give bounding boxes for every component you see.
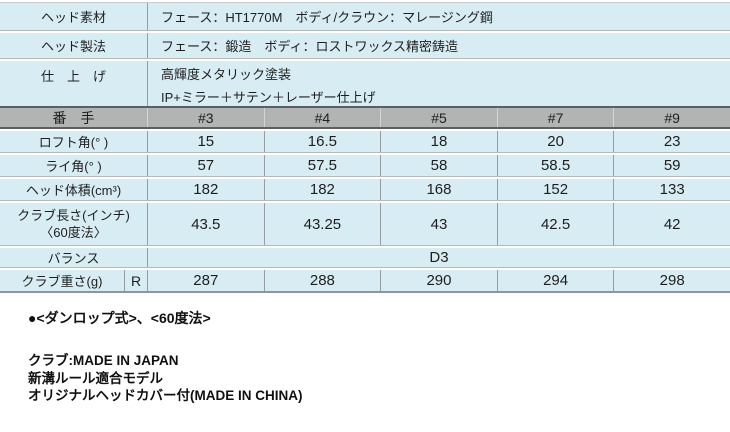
row-finish: 仕 上 げ 高輝度メタリック塗装 IP+ミラー＋サテン＋レーザー仕上げ xyxy=(0,61,730,106)
finish-lines: 高輝度メタリック塗装 IP+ミラー＋サテン＋レーザー仕上げ xyxy=(161,66,376,106)
row-head-volume: ヘッド体積(cm³) 182 182 168 152 133 xyxy=(0,179,730,201)
footnotes: ●<ダンロップ式>、<60度法> クラブ:MADE IN JAPAN 新溝ルール… xyxy=(0,308,730,405)
club-number-label: 番 手 xyxy=(52,109,95,126)
loft-value: 18 xyxy=(380,131,497,152)
row-club-weight: クラブ重さ(g) R 287 288 290 294 298 xyxy=(0,270,730,291)
finish-label: 仕 上 げ xyxy=(40,69,106,84)
col-header-5: #5 xyxy=(380,108,497,127)
length-label: クラブ長さ(インチ) 〈60度法〉 xyxy=(0,203,147,245)
volume-value: 152 xyxy=(496,179,614,200)
head-method-value: フェース：鍛造 ボディ：ロストワックス精密鋳造 xyxy=(147,33,730,58)
length-value: 43.5 xyxy=(147,203,264,245)
club-spec-table: ヘッド素材 フェース：HT1770M ボディ/クラウン：マレージング鋼 ヘッド製… xyxy=(0,2,730,293)
head-material-value: フェース：HT1770M ボディ/クラウン：マレージング鋼 xyxy=(147,3,730,30)
weight-label: クラブ重さ(g) xyxy=(21,274,103,289)
col-header-3: #3 xyxy=(147,108,264,127)
row-head-material: ヘッド素材 フェース：HT1770M ボディ/クラウン：マレージング鋼 xyxy=(0,3,730,31)
loft-value: 23 xyxy=(613,131,730,152)
length-label-line-2: 〈60度法〉 xyxy=(40,225,107,240)
weight-value: 290 xyxy=(380,270,497,291)
lie-value: 58 xyxy=(380,155,497,176)
lie-label: ライ角(° ) xyxy=(45,159,102,174)
headcover-note: オリジナルヘッドカバー付(MADE IN CHINA) xyxy=(28,388,303,403)
row-club-length: クラブ長さ(インチ) 〈60度法〉 43.5 43.25 43 42.5 42 xyxy=(0,203,730,246)
product-notes: クラブ:MADE IN JAPAN 新溝ルール適合モデル オリジナルヘッドカバー… xyxy=(28,352,730,405)
lie-value: 59 xyxy=(613,155,730,176)
volume-value: 133 xyxy=(613,179,730,200)
loft-value: 16.5 xyxy=(263,131,381,152)
measurement-note: ●<ダンロップ式>、<60度法> xyxy=(28,310,211,326)
finish-value: 高輝度メタリック塗装 IP+ミラー＋サテン＋レーザー仕上げ xyxy=(147,61,730,106)
weight-value: 298 xyxy=(613,270,730,291)
row-balance: バランス D3 xyxy=(0,248,730,268)
row-head-method: ヘッド製法 フェース：鍛造 ボディ：ロストワックス精密鋳造 xyxy=(0,33,730,59)
col-header-4: #4 xyxy=(263,108,381,127)
length-label-line-1: クラブ長さ(インチ) xyxy=(17,208,130,223)
groove-rule-note: 新溝ルール適合モデル xyxy=(28,370,163,386)
row-lie: ライ角(° ) 57 57.5 58 58.5 59 xyxy=(0,155,730,177)
loft-value: 15 xyxy=(147,131,264,152)
head-material-label: ヘッド素材 xyxy=(40,10,106,25)
volume-value: 182 xyxy=(147,179,264,200)
finish-line-2: IP+ミラー＋サテン＋レーザー仕上げ xyxy=(161,90,376,105)
volume-value: 168 xyxy=(380,179,497,200)
loft-label: ロフト角(° ) xyxy=(38,135,109,150)
balance-label: バランス xyxy=(47,251,100,266)
loft-value: 20 xyxy=(496,131,614,152)
weight-value: 287 xyxy=(147,270,264,291)
lie-value: 57 xyxy=(147,155,264,176)
col-header-7: #7 xyxy=(496,108,614,127)
weight-value: 294 xyxy=(496,270,614,291)
head-method-label: ヘッド製法 xyxy=(40,39,106,54)
length-value: 43.25 xyxy=(263,203,381,245)
balance-value: D3 xyxy=(147,248,730,267)
volume-value: 182 xyxy=(263,179,381,200)
row-loft: ロフト角(° ) 15 16.5 18 20 23 xyxy=(0,131,730,153)
lie-value: 58.5 xyxy=(496,155,614,176)
lie-value: 57.5 xyxy=(263,155,381,176)
made-in-note: クラブ:MADE IN JAPAN xyxy=(28,353,179,368)
length-value: 42.5 xyxy=(496,203,614,245)
finish-line-1: 高輝度メタリック塗装 xyxy=(161,67,292,82)
col-header-9: #9 xyxy=(613,108,730,127)
length-value: 43 xyxy=(380,203,497,245)
length-value: 42 xyxy=(613,203,730,245)
row-club-number-header: 番 手 #3 #4 #5 #7 #9 xyxy=(0,106,730,129)
weight-flex: R xyxy=(124,270,147,291)
weight-value: 288 xyxy=(263,270,381,291)
volume-label: ヘッド体積(cm³) xyxy=(25,183,122,198)
